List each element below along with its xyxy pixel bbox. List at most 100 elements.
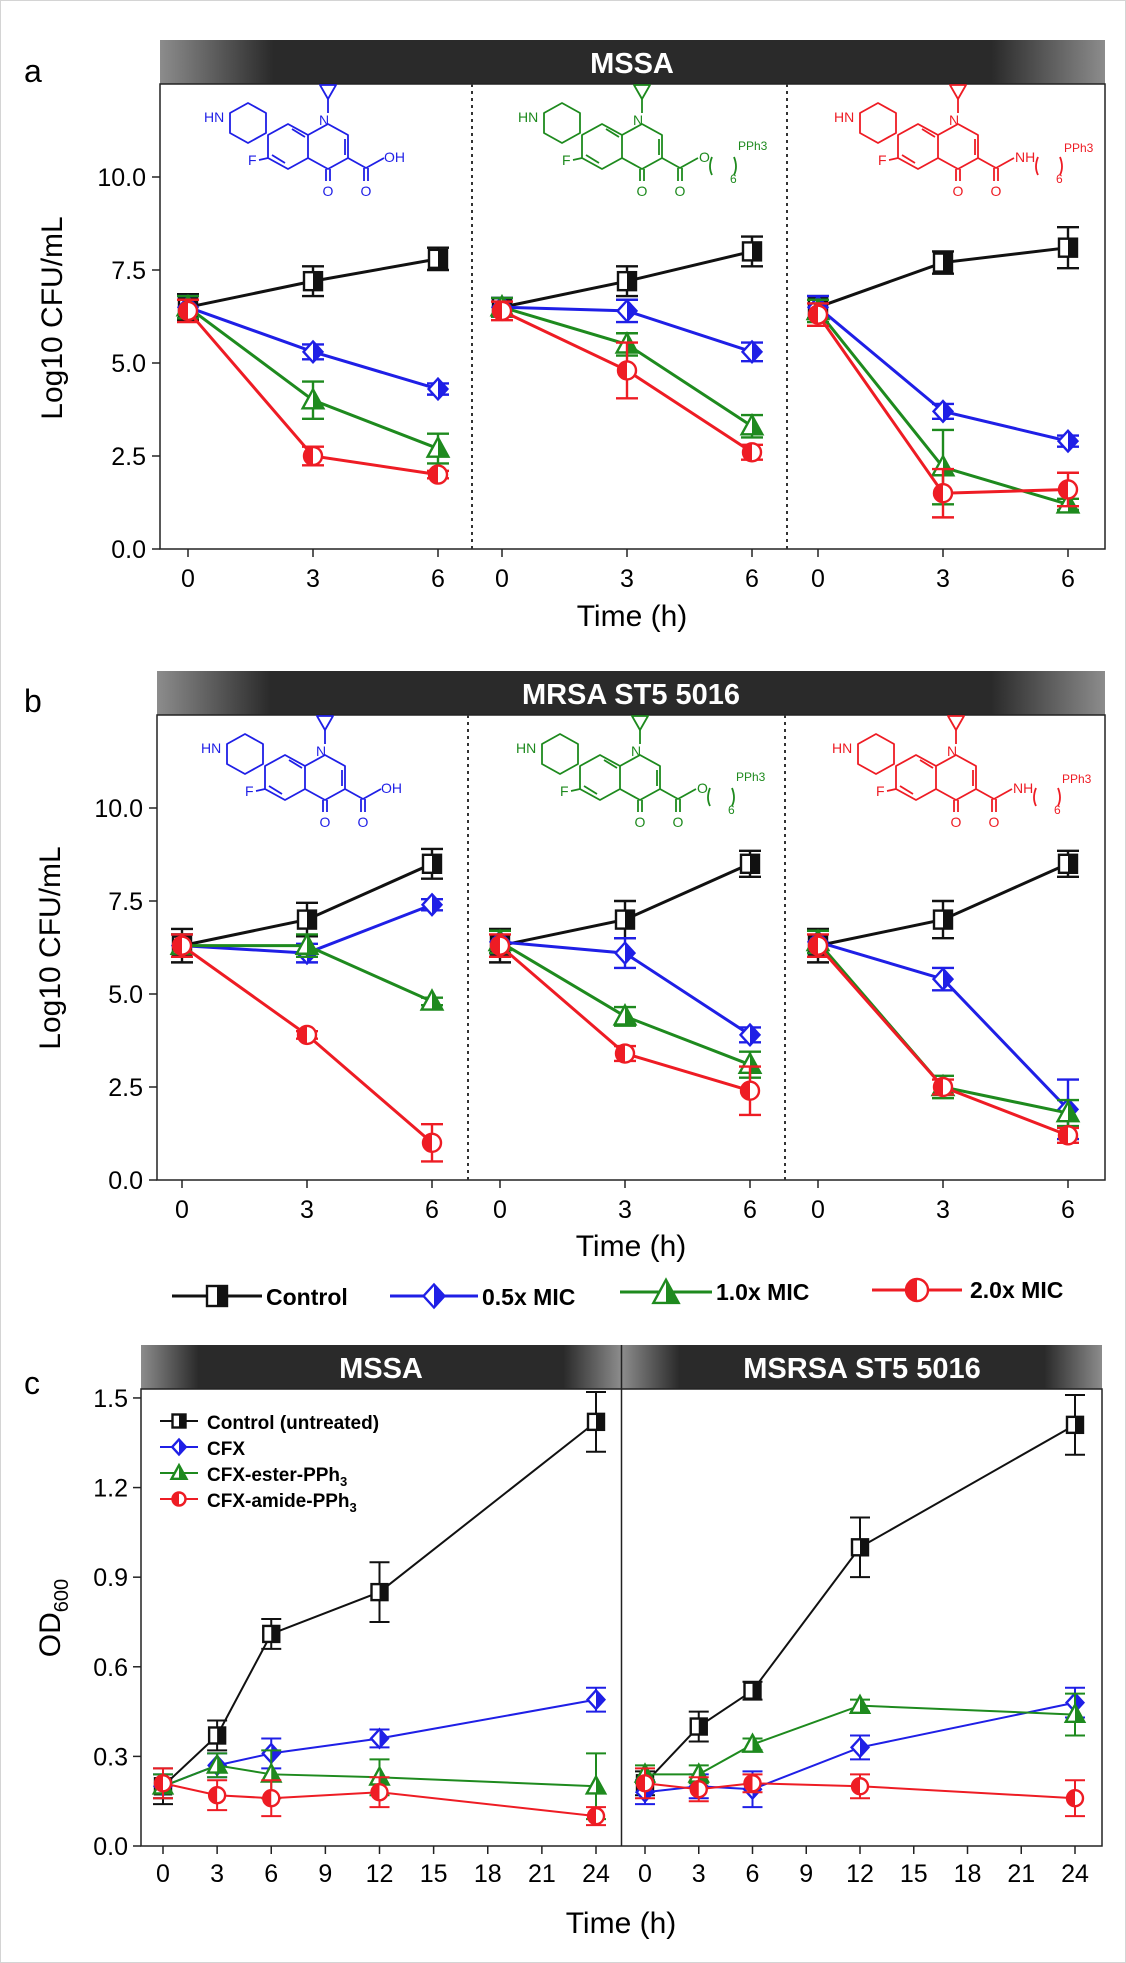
ketone-o-b-amide: O: [951, 814, 962, 830]
ring-n-b-cfx: N: [316, 743, 326, 759]
x-tick-label-c-0-8: 24: [582, 1860, 610, 1888]
cyclopropyl-ring-a-amide: [949, 84, 967, 100]
x-tick-label-c-0-0: 0: [156, 1860, 170, 1888]
double-bond-2-a-amide: [901, 154, 916, 164]
x-tick-label-b-1-1: 3: [618, 1196, 632, 1224]
point-b-1-two-mic-2: [739, 1080, 761, 1101]
point-a-1-two-mic-2-fill: [743, 443, 752, 462]
point-a-2-half-mic-2-fill: [1068, 430, 1078, 452]
point-a-1-control-2: [741, 241, 763, 262]
legend-c-symbol-cfx-fill: [179, 1439, 186, 1455]
point-a-1-one-mic-2: [739, 412, 765, 436]
legend-c-label-amide: CFX-amide-PPh: [207, 1491, 350, 1512]
y-tick-label-a-0: 0.0: [111, 536, 146, 564]
point-a-2-control-1: [932, 252, 954, 273]
point-a-2-one-mic-1-fill: [943, 456, 954, 476]
acid-oh-a-cfx: OH: [384, 149, 405, 165]
point-a-0-two-mic-2: [427, 464, 449, 485]
x-tick-label-b-0-1: 3: [300, 1196, 314, 1224]
legend-ab: Control 0.5x MIC 1.0x MIC 2.0x MIC: [172, 1277, 1063, 1310]
point-b-1-one-mic-2-fill: [750, 1053, 761, 1073]
point-a-1-two-mic-0-fill: [493, 301, 502, 320]
acid-oh-b-cfx: OH: [381, 780, 402, 796]
x-tick-label-c-1-2: 6: [746, 1860, 760, 1888]
carbonyl-o-a-ester: O: [675, 183, 686, 199]
point-a-1-two-mic-0: [491, 300, 513, 322]
x-tick-label-c-1-3: 9: [799, 1860, 813, 1888]
legend-c-symbol-cfx: [170, 1437, 188, 1457]
legend-marker-one-mic: [651, 1277, 681, 1305]
point-a-0-half-mic-1-fill: [313, 341, 323, 363]
panel-label-c: c: [24, 1365, 40, 1401]
point-b-2-two-mic-2: [1057, 1125, 1079, 1146]
legend-c-sub-amide: 3: [350, 1500, 357, 1515]
y-tick-label-c-5: 1.5: [93, 1385, 128, 1413]
y-axis-label-c-od: OD: [34, 1612, 67, 1657]
legend-symbol-control: [205, 1284, 229, 1308]
point-c-0-ester-3-fill: [379, 1767, 389, 1785]
y-tick-label-b-4: 10.0: [94, 795, 143, 823]
point-a-0-one-mic-2-fill: [438, 437, 449, 457]
point-c-0-amide-3: [370, 1783, 389, 1802]
point-b-0-half-mic-2: [420, 892, 444, 917]
structure-b-amide: HN N F O O NH 6 PPh3: [832, 715, 1092, 830]
x-tick-label-c-0-1: 3: [210, 1860, 224, 1888]
strip-c-msrsa: [622, 1345, 1102, 1389]
plot-frame-b: [156, 714, 1106, 1181]
strip-mrsa: [157, 671, 1105, 715]
fluorine-bond-a-amide: [888, 157, 899, 161]
point-b-0-two-mic-1-fill: [298, 1025, 307, 1044]
point-c-1-ester-4-fill: [1075, 1704, 1085, 1722]
svg-text:CFX-amide-PPh3: CFX-amide-PPh3: [207, 1491, 357, 1515]
point-b-0-one-mic-1-fill: [307, 934, 318, 954]
legend-symbol-half-mic: [421, 1282, 447, 1310]
point-a-0-one-mic-2: [425, 435, 451, 458]
carbonyl-o-b-amide: O: [989, 814, 1000, 830]
cyclopropyl-ring-a-ester: [633, 84, 651, 100]
structure-a-amide: HN N F O O NH 6 PPh3: [834, 84, 1094, 199]
point-b-1-two-mic-2-fill: [741, 1081, 750, 1100]
x-tick-label-a-2-0: 0: [811, 565, 825, 593]
point-c-0-ester-1: [205, 1753, 229, 1774]
double-bond-1-a-amide: [921, 128, 936, 138]
point-c-0-ester-2-fill: [271, 1764, 281, 1782]
point-a-1-one-mic-2-fill: [752, 415, 763, 435]
point-c-1-control-2: [743, 1681, 762, 1700]
point-c-0-control-4-fill: [596, 1413, 604, 1430]
legend-symbol-one-mic: [651, 1277, 681, 1305]
double-bond-2-a-cfx: [271, 154, 286, 164]
piperazine-nh-b-cfx: HN: [201, 740, 221, 756]
pph3-a-amide: PPh3: [1064, 141, 1094, 155]
point-a-0-two-mic-1: [302, 445, 324, 467]
plot-frame-a: [159, 83, 1106, 550]
point-c-1-cfx-3: [849, 1736, 871, 1759]
ester-o-a-ester: O: [699, 149, 710, 165]
double-bond-2-b-ester: [583, 785, 598, 795]
axes-c: 0.0 0.3 0.6 0.9 1.2 1.5 0 3 6 9 12 15 18 21 24 0 3 6 9 12 15…: [93, 1385, 1089, 1888]
point-a-1-control-2-fill: [752, 242, 761, 261]
piperazine-nh-a-cfx: HN: [204, 109, 224, 125]
point-c-0-cfx-2-fill: [271, 1744, 280, 1763]
point-c-1-cfx-3-fill: [860, 1738, 869, 1757]
point-b-0-two-mic-0-fill: [173, 936, 182, 955]
point-a-1-one-mic-1-fill: [627, 333, 638, 353]
pyridone-ring-a-cfx: [307, 123, 349, 170]
x-tick-label-c-0-4: 12: [366, 1860, 394, 1888]
x-tick-label-a-0-0: 0: [181, 565, 195, 593]
point-b-2-control-2: [1057, 853, 1079, 874]
carbonyl-o-b-ester: O: [673, 814, 684, 830]
legend-symbol-control-fill: [217, 1286, 227, 1306]
point-c-1-amide-2: [743, 1774, 762, 1793]
point-a-1-half-mic-1-fill: [627, 300, 637, 322]
point-c-0-amide-1-fill: [209, 1787, 218, 1804]
y-tick-label-c-4: 1.2: [93, 1475, 128, 1503]
point-b-1-control-1-fill: [625, 910, 634, 929]
cyclopropyl-ring-b-cfx: [316, 715, 334, 731]
side-chain-a-cfx: [347, 157, 385, 169]
pph3-a-ester: PPh3: [738, 139, 768, 153]
ring-n-b-ester: N: [631, 743, 641, 759]
fluorine-bond-b-amide: [886, 788, 897, 792]
double-bond-2-b-cfx: [268, 785, 283, 795]
legend-marker-two-mic: [904, 1277, 930, 1303]
point-c-0-ester-1-fill: [217, 1755, 227, 1773]
